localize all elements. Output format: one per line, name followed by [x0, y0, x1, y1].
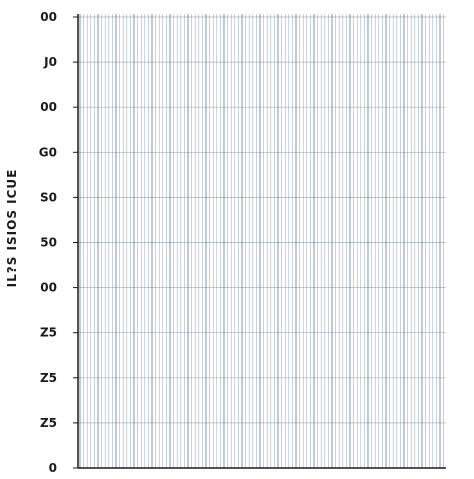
- y-tick-label: 00: [40, 281, 57, 295]
- y-tick-label: Z5: [40, 371, 57, 385]
- y-tick-label: Z5: [40, 416, 57, 430]
- plot-background: [78, 14, 446, 468]
- y-tick-label: 00: [40, 10, 57, 24]
- axes: [77, 14, 446, 469]
- y-tick-label: G0: [39, 145, 57, 159]
- vertical-gridlines: [79, 14, 444, 468]
- horizontal-gridlines: [78, 16, 446, 469]
- y-axis-ticks: 00 J0 00 G0 S0 50 00 Z5 Z5 Z5 0: [39, 10, 78, 475]
- y-axis-label: IL?S ISIOS ICUE: [5, 169, 19, 288]
- y-tick-label: J0: [43, 55, 57, 69]
- y-tick-label: 0: [49, 461, 57, 474]
- plot-area: [78, 14, 446, 468]
- y-tick-label: S0: [40, 190, 57, 204]
- y-tick-label: 00: [40, 100, 57, 114]
- y-tick-label: Z5: [40, 326, 57, 340]
- y-tick-label: 50: [40, 236, 57, 250]
